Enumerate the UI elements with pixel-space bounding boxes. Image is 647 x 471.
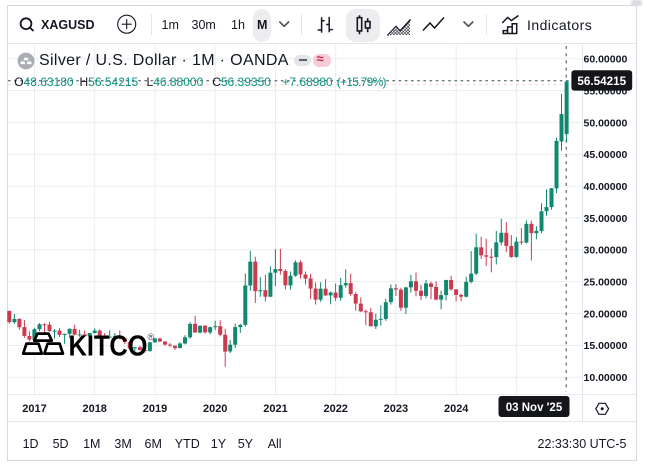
svg-text:®: ® <box>148 332 155 342</box>
svg-text:40.00000: 40.00000 <box>584 181 628 193</box>
svg-text:2020: 2020 <box>203 403 227 415</box>
svg-text:2024: 2024 <box>444 403 469 415</box>
svg-text:50.00000: 50.00000 <box>584 117 628 129</box>
svg-text:35.00000: 35.00000 <box>584 213 628 225</box>
svg-text:60.00000: 60.00000 <box>584 54 628 66</box>
svg-text:2021: 2021 <box>263 403 287 415</box>
svg-text:KITCO: KITCO <box>69 331 148 363</box>
svg-text:10.00000: 10.00000 <box>584 372 628 384</box>
svg-text:2022: 2022 <box>323 403 347 415</box>
svg-text:15.00000: 15.00000 <box>584 340 628 352</box>
svg-text:25.00000: 25.00000 <box>584 277 628 289</box>
svg-text:2019: 2019 <box>143 403 167 415</box>
svg-text:03 Nov ′25: 03 Nov ′25 <box>506 402 563 414</box>
svg-text:56.54215: 56.54215 <box>577 75 626 88</box>
svg-text:20.00000: 20.00000 <box>584 308 628 320</box>
svg-text:45.00000: 45.00000 <box>584 149 628 161</box>
svg-text:2023: 2023 <box>384 403 408 415</box>
svg-text:2017: 2017 <box>22 403 46 415</box>
svg-text:2018: 2018 <box>82 403 106 415</box>
svg-text:30.00000: 30.00000 <box>584 245 628 257</box>
